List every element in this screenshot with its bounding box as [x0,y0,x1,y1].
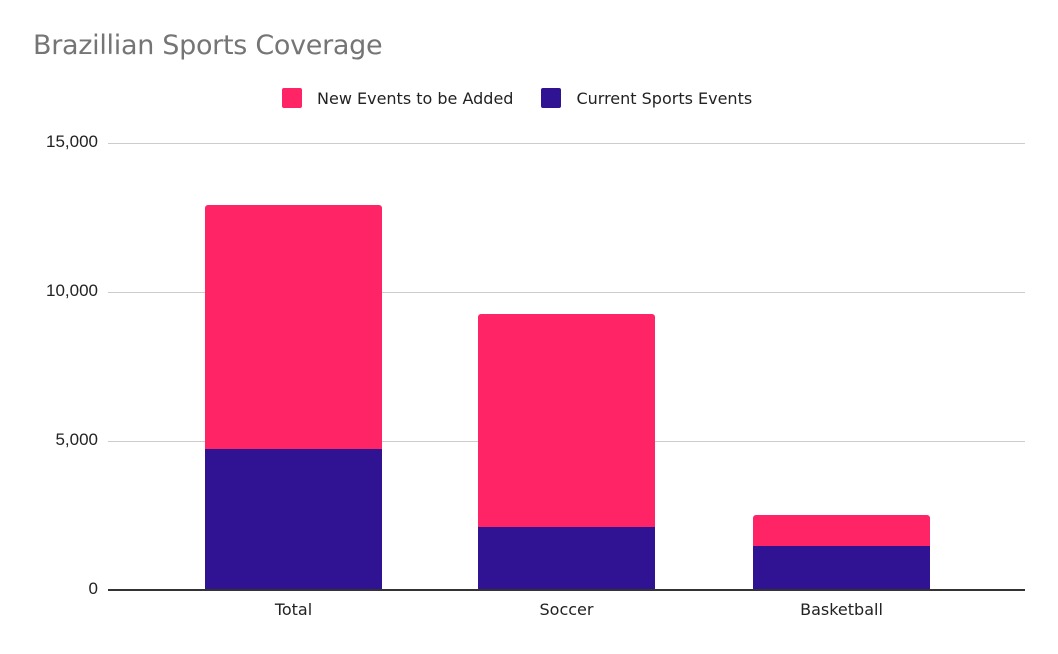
legend-item-current-events: Current Sports Events [541,88,752,108]
bar-segment-new-events [478,314,655,528]
legend-swatch-current-events [541,88,562,108]
legend-label-current-events: Current Sports Events [576,88,753,108]
bar-soccer [478,314,655,590]
bar-segment-current-events [478,527,655,590]
x-label-basketball: Basketball [800,600,883,619]
legend-label-new-events: New Events to be Added [317,88,514,108]
bar-segment-current-events [753,545,930,590]
y-tick-5000: 5,000 [55,430,98,449]
x-label-soccer: Soccer [539,600,594,619]
gridline-15000 [108,143,1025,144]
y-tick-0: 0 [88,579,98,598]
y-tick-10000: 10,000 [46,281,98,300]
chart-legend: New Events to be Added Current Sports Ev… [282,88,780,108]
bar-segment-new-events [205,204,382,450]
y-tick-15000: 15,000 [46,132,98,151]
legend-swatch-new-events [282,88,302,108]
bar-segment-current-events [205,449,382,590]
bar-segment-new-events [753,514,930,546]
legend-item-new-events: New Events to be Added [282,88,513,108]
gridline-10000 [108,292,1025,293]
bar-total [205,204,382,590]
chart-title: Brazillian Sports Coverage [33,30,383,61]
bar-basketball [753,514,930,590]
x-label-total: Total [274,600,313,619]
x-axis-line [108,589,1025,591]
